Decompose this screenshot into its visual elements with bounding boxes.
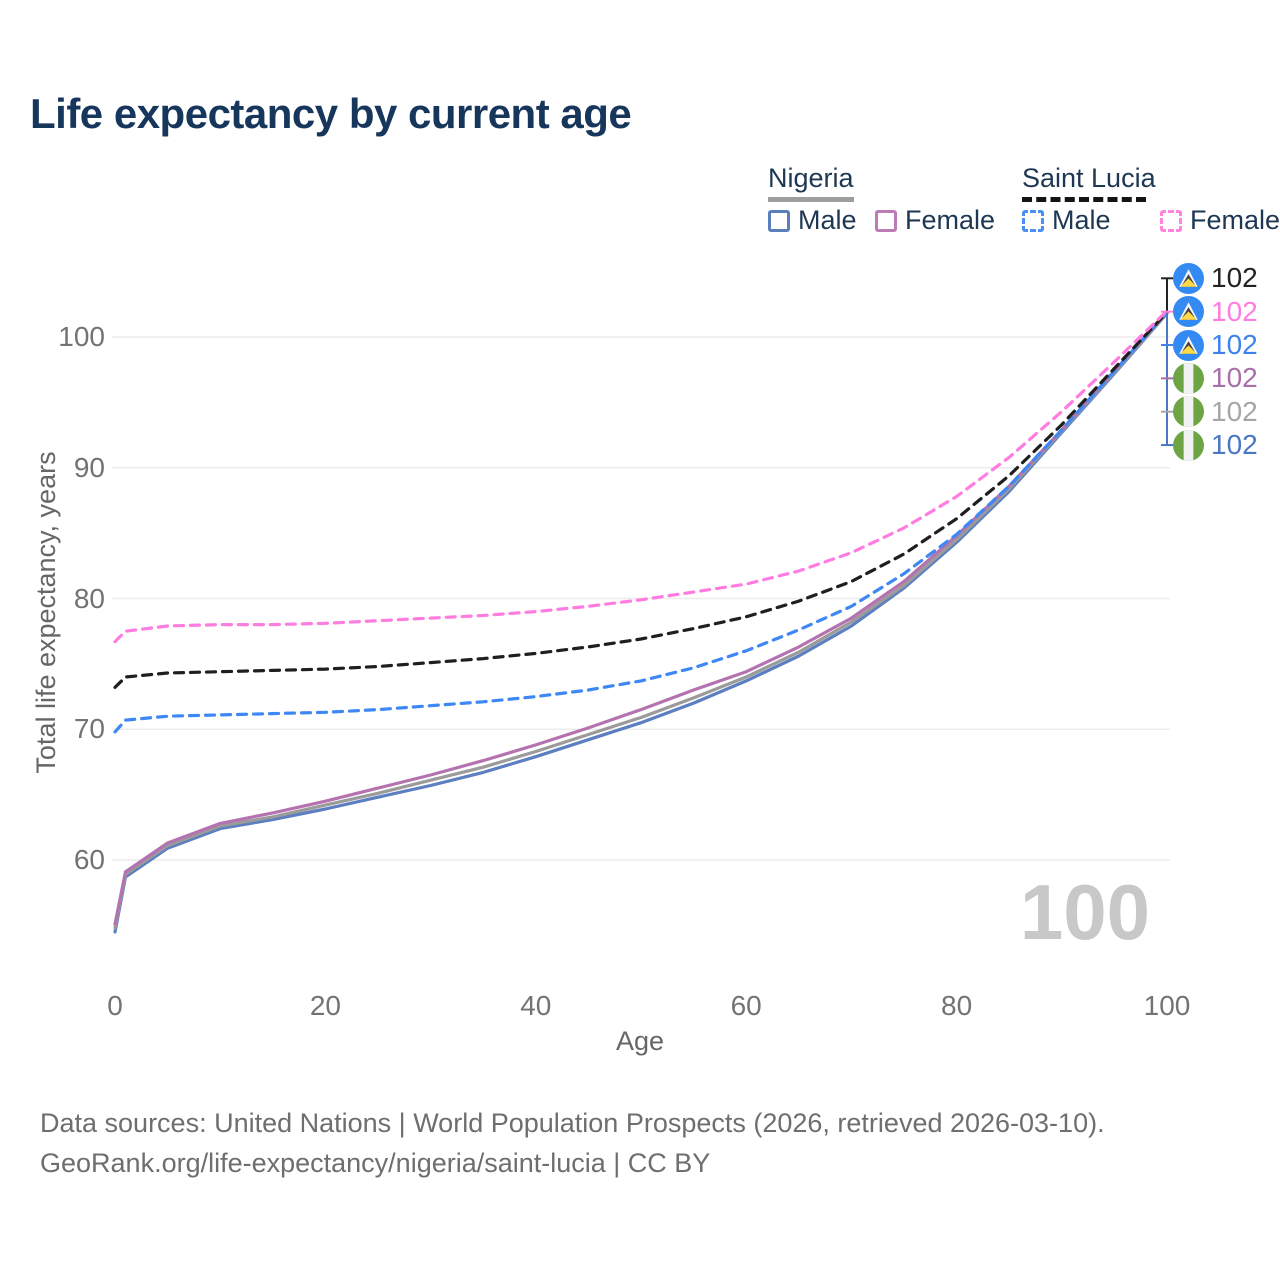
- series-line-saint-lucia-male[interactable]: [113, 310, 1169, 734]
- end-value-callout-3: 102: [1173, 362, 1258, 395]
- nigeria-flag-icon: [1173, 362, 1204, 394]
- end-value-label: 102: [1211, 262, 1258, 294]
- series-line-nigeria-female[interactable]: [113, 310, 1169, 926]
- x-axis-title: Age: [615, 1026, 665, 1056]
- x-tick-label-0: 0: [107, 990, 123, 1021]
- x-tick-label-80: 80: [941, 990, 973, 1021]
- end-value-callout-4: 102: [1173, 395, 1258, 428]
- saint-lucia-flag-icon: [1173, 296, 1204, 328]
- series-line-nigeria-all[interactable]: [113, 311, 1169, 930]
- legend-item-label: Female: [1190, 205, 1280, 235]
- series-line-nigeria-male[interactable]: [113, 311, 1169, 934]
- nigeria-flag-icon: [1173, 396, 1204, 428]
- legend-group-nigeria-title: Nigeria: [768, 163, 854, 193]
- end-value-label: 102: [1211, 429, 1258, 461]
- x-tick-label-40: 40: [520, 990, 552, 1021]
- legend-item-nigeria-male[interactable]: Male: [768, 205, 857, 236]
- x-tick-label-60: 60: [730, 990, 762, 1021]
- end-value-label: 102: [1211, 329, 1258, 360]
- legend-item-label: Male: [1052, 205, 1111, 235]
- end-value-label: 102: [1211, 295, 1258, 327]
- series-line-saint-lucia-female[interactable]: [113, 309, 1169, 644]
- saint-lucia-flag-icon: [1173, 329, 1204, 361]
- legend-group-nigeria: Nigeria: [768, 163, 854, 202]
- data-sources-text: Data sources: United Nations | World Pop…: [40, 1108, 1105, 1138]
- legend-item-saint-lucia-male[interactable]: Male: [1022, 205, 1111, 236]
- page-title: Life expectancy by current age: [30, 90, 632, 137]
- saint-lucia-female-swatch-icon: [1160, 209, 1182, 232]
- legend-item-label: Female: [905, 205, 996, 235]
- end-value-callout-0: 102: [1173, 262, 1258, 295]
- legend-group-saint-lucia-title: Saint Lucia: [1022, 163, 1156, 193]
- current-age-watermark: 100: [1019, 868, 1150, 956]
- series-line-saint-lucia-all[interactable]: [113, 310, 1169, 690]
- y-tick-label-70: 70: [73, 713, 105, 745]
- legend-item-label: Male: [798, 205, 857, 235]
- y-tick-label-90: 90: [73, 451, 105, 483]
- nigeria-flag-icon: [1173, 429, 1204, 461]
- y-tick-label-100: 100: [58, 321, 105, 352]
- nigeria-female-swatch-icon: [875, 209, 897, 232]
- attribution-link-text[interactable]: GeoRank.org/life-expectancy/nigeria/sain…: [40, 1148, 711, 1178]
- end-value-label: 102: [1211, 362, 1258, 394]
- end-value-callout-2: 102: [1173, 329, 1258, 362]
- legend-nigeria-line-sample: [768, 197, 854, 202]
- legend-saint-lucia-line-sample: [1022, 197, 1146, 202]
- end-value-label: 102: [1211, 395, 1258, 427]
- legend-item-nigeria-female[interactable]: Female: [875, 205, 995, 236]
- nigeria-male-swatch-icon: [768, 209, 790, 232]
- end-value-callout-1: 102: [1173, 295, 1258, 328]
- y-tick-label-60: 60: [73, 844, 105, 875]
- x-tick-label-100: 100: [1143, 990, 1191, 1021]
- x-tick-label-20: 20: [309, 990, 341, 1021]
- saint-lucia-flag-icon: [1173, 262, 1204, 294]
- y-tick-label-80: 80: [73, 582, 105, 614]
- end-value-callout-5: 102: [1173, 429, 1258, 462]
- saint-lucia-male-swatch-icon: [1022, 209, 1044, 232]
- legend-item-saint-lucia-female[interactable]: Female: [1160, 205, 1280, 236]
- legend-group-saint-lucia: Saint Lucia: [1022, 163, 1156, 202]
